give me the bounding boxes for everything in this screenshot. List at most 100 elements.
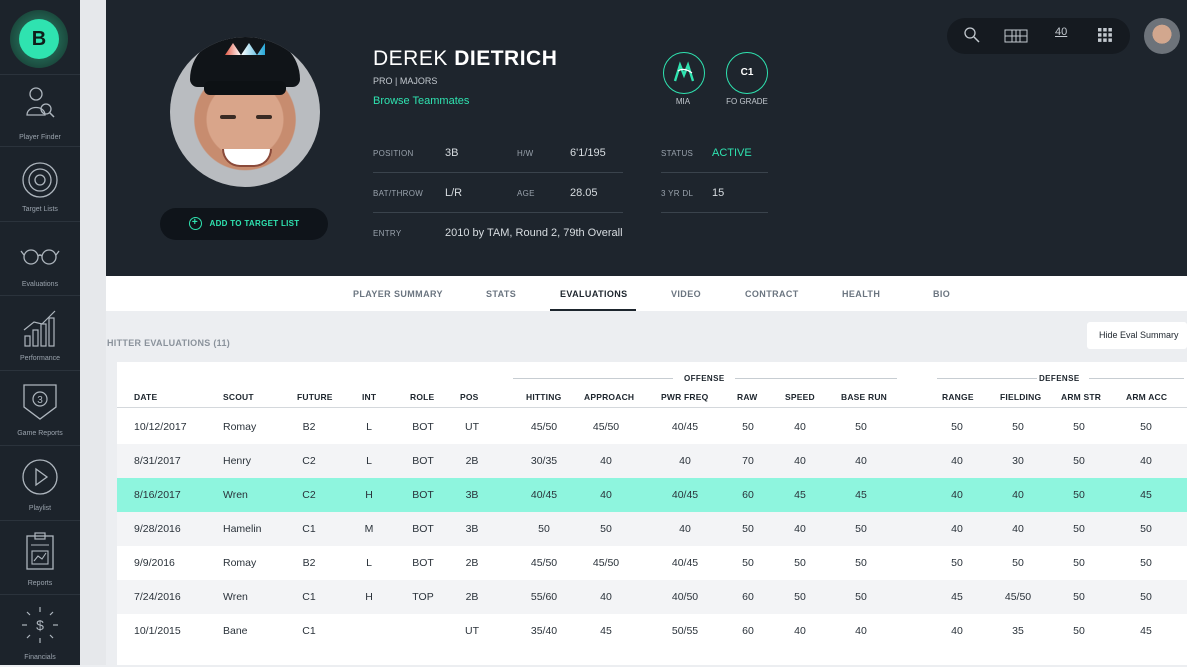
cell-base-run: 50 — [855, 523, 867, 535]
column-header-int[interactable]: INT — [362, 392, 377, 402]
table-row[interactable]: 8/31/2017 Henry C2 L BOT 2B 30/35 40 40 70 40 40 40 3… — [117, 444, 1187, 478]
search-icon[interactable] — [963, 26, 981, 44]
tab-player-summary[interactable]: PLAYER SUMMARY — [353, 289, 443, 299]
entry-value: 2010 by TAM, Round 2, 79th Overall — [445, 227, 623, 239]
tab-stats[interactable]: STATS — [486, 289, 517, 299]
tab-health[interactable]: HEALTH — [842, 289, 881, 299]
table-row[interactable]: 8/16/2017 Wren C2 H BOT 3B 40/45 40 40/45 60 45 45 4… — [117, 478, 1187, 512]
hide-eval-summary-button[interactable]: Hide Eval Summary — [1087, 322, 1187, 349]
shield-icon: 3 — [23, 384, 57, 420]
cell-arm-str: 50 — [1073, 455, 1085, 467]
team-logo-badge[interactable] — [663, 52, 705, 94]
group-rule — [1089, 378, 1184, 379]
cell-role: BOT — [412, 523, 434, 535]
clipboard-chart-icon — [26, 532, 54, 570]
cell-range: 50 — [951, 557, 963, 569]
cell-int: H — [365, 591, 373, 603]
column-header-raw[interactable]: RAW — [737, 392, 758, 402]
cell-range: 40 — [951, 523, 963, 535]
browse-teammates-link[interactable]: Browse Teammates — [373, 95, 470, 107]
cell-pos: UT — [465, 421, 479, 433]
column-header-future[interactable]: FUTURE — [297, 392, 333, 402]
column-header-pwr-freq[interactable]: PWR FREQ — [661, 392, 709, 402]
cell-scout: Romay — [223, 557, 257, 569]
sidebar-item-player-finder[interactable]: Player Finder — [0, 74, 80, 147]
dollar-icon: $ — [22, 607, 58, 643]
depth-chart-icon[interactable] — [1004, 29, 1028, 43]
app-logo[interactable]: B — [10, 10, 68, 68]
cell-pos: 3B — [465, 523, 479, 535]
sidebar-item-performance[interactable]: Performance — [0, 295, 80, 368]
cell-role: BOT — [412, 489, 434, 501]
column-header-base-run[interactable]: BASE RUN — [841, 392, 887, 402]
marlins-logo-icon — [673, 61, 695, 82]
cell-approach: 40 — [600, 489, 612, 501]
cell-arm-str: 50 — [1073, 523, 1085, 535]
table-row[interactable]: 7/24/2016 Wren C1 H TOP 2B 55/60 40 40/50 60 50 50 4… — [117, 580, 1187, 614]
cell-approach: 40 — [600, 455, 612, 467]
sidebar-item-label: Game Reports — [17, 430, 63, 437]
cell-base-run: 45 — [855, 489, 867, 501]
cell-future: C2 — [302, 455, 316, 467]
sidebar: B Player Finder Target Lists Evaluations… — [0, 0, 80, 665]
cell-base-run: 40 — [855, 625, 867, 637]
cell-hitting: 50 — [538, 523, 550, 535]
tab-contract[interactable]: CONTRACT — [745, 289, 799, 299]
cell-range: 40 — [951, 455, 963, 467]
cell-base-run: 40 — [855, 455, 867, 467]
sidebar-item-target-lists[interactable]: Target Lists — [0, 146, 80, 219]
sidebar-item-game-reports[interactable]: 3 Game Reports — [0, 370, 80, 443]
age-value: 28.05 — [570, 187, 598, 199]
fo-grade-badge: C1 — [726, 52, 768, 94]
column-header-pos[interactable]: POS — [460, 392, 479, 402]
tab-video[interactable]: VIDEO — [671, 289, 702, 299]
column-header-arm-str[interactable]: ARM STR — [1061, 392, 1102, 402]
cell-date: 8/16/2017 — [134, 489, 181, 501]
column-header-role[interactable]: ROLE — [410, 392, 435, 402]
cell-base-run: 50 — [855, 557, 867, 569]
tab-bio[interactable]: BIO — [933, 289, 951, 299]
sidebar-item-label: Playlist — [28, 505, 52, 512]
cell-arm-acc: 50 — [1140, 591, 1152, 603]
sidebar-item-financials[interactable]: $ Financials — [0, 594, 80, 667]
cell-fielding: 40 — [1012, 523, 1024, 535]
group-rule — [735, 378, 897, 379]
cell-scout: Hamelin — [223, 523, 262, 535]
cell-future: C1 — [302, 625, 316, 637]
column-header-date[interactable]: DATE — [134, 392, 158, 402]
cell-pos: 2B — [465, 455, 479, 467]
table-row[interactable]: 10/12/2017 Romay B2 L BOT UT 45/50 45/50 40/45 50… — [117, 410, 1187, 444]
table-row[interactable]: 9/28/2016 Hamelin C1 M BOT 3B 50 50 40 50 40 50 40 40… — [117, 512, 1187, 546]
column-header-hitting[interactable]: HITTING — [526, 392, 562, 402]
cell-hitting: 30/35 — [530, 455, 558, 467]
column-header-range[interactable]: RANGE — [942, 392, 974, 402]
cell-raw: 50 — [742, 523, 754, 535]
column-header-approach[interactable]: APPROACH — [584, 392, 635, 402]
header-divider — [117, 407, 1187, 408]
column-header-scout[interactable]: SCOUT — [223, 392, 254, 402]
column-header-fielding[interactable]: FIELDING — [1000, 392, 1042, 402]
tab-evaluations[interactable]: EVALUATIONS — [560, 289, 628, 299]
column-header-arm-acc[interactable]: ARM ACC — [1126, 392, 1168, 402]
apps-grid-icon[interactable] — [1098, 28, 1112, 42]
cell-speed: 50 — [794, 591, 806, 603]
roster-count-button[interactable]: 40 — [1055, 26, 1068, 38]
table-row[interactable]: 9/9/2016 Romay B2 L BOT 2B 45/50 45/50 40/45 50 50… — [117, 546, 1187, 580]
sidebar-item-playlist[interactable]: Playlist — [0, 445, 80, 518]
cell-hitting: 40/45 — [530, 489, 558, 501]
cell-hitting: 35/40 — [530, 625, 558, 637]
add-to-target-list-button[interactable]: + ADD TO TARGET LIST — [160, 208, 328, 240]
dl-value: 15 — [712, 187, 725, 199]
player-cap — [190, 37, 300, 87]
user-avatar[interactable] — [1144, 18, 1180, 54]
sidebar-item-reports[interactable]: Reports — [0, 520, 80, 593]
column-header-speed[interactable]: SPEED — [785, 392, 815, 402]
info-divider — [373, 212, 623, 213]
svg-text:3: 3 — [37, 395, 43, 406]
cell-role: BOT — [412, 421, 434, 433]
sidebar-item-evaluations[interactable]: Evaluations — [0, 221, 80, 294]
info-divider — [373, 172, 623, 173]
cell-date: 10/1/2015 — [134, 625, 181, 637]
table-row[interactable]: 10/1/2015 Bane C1 UT 35/40 45 50/55 60 40 40 40 35 5… — [117, 614, 1187, 648]
cell-arm-str: 50 — [1073, 489, 1085, 501]
